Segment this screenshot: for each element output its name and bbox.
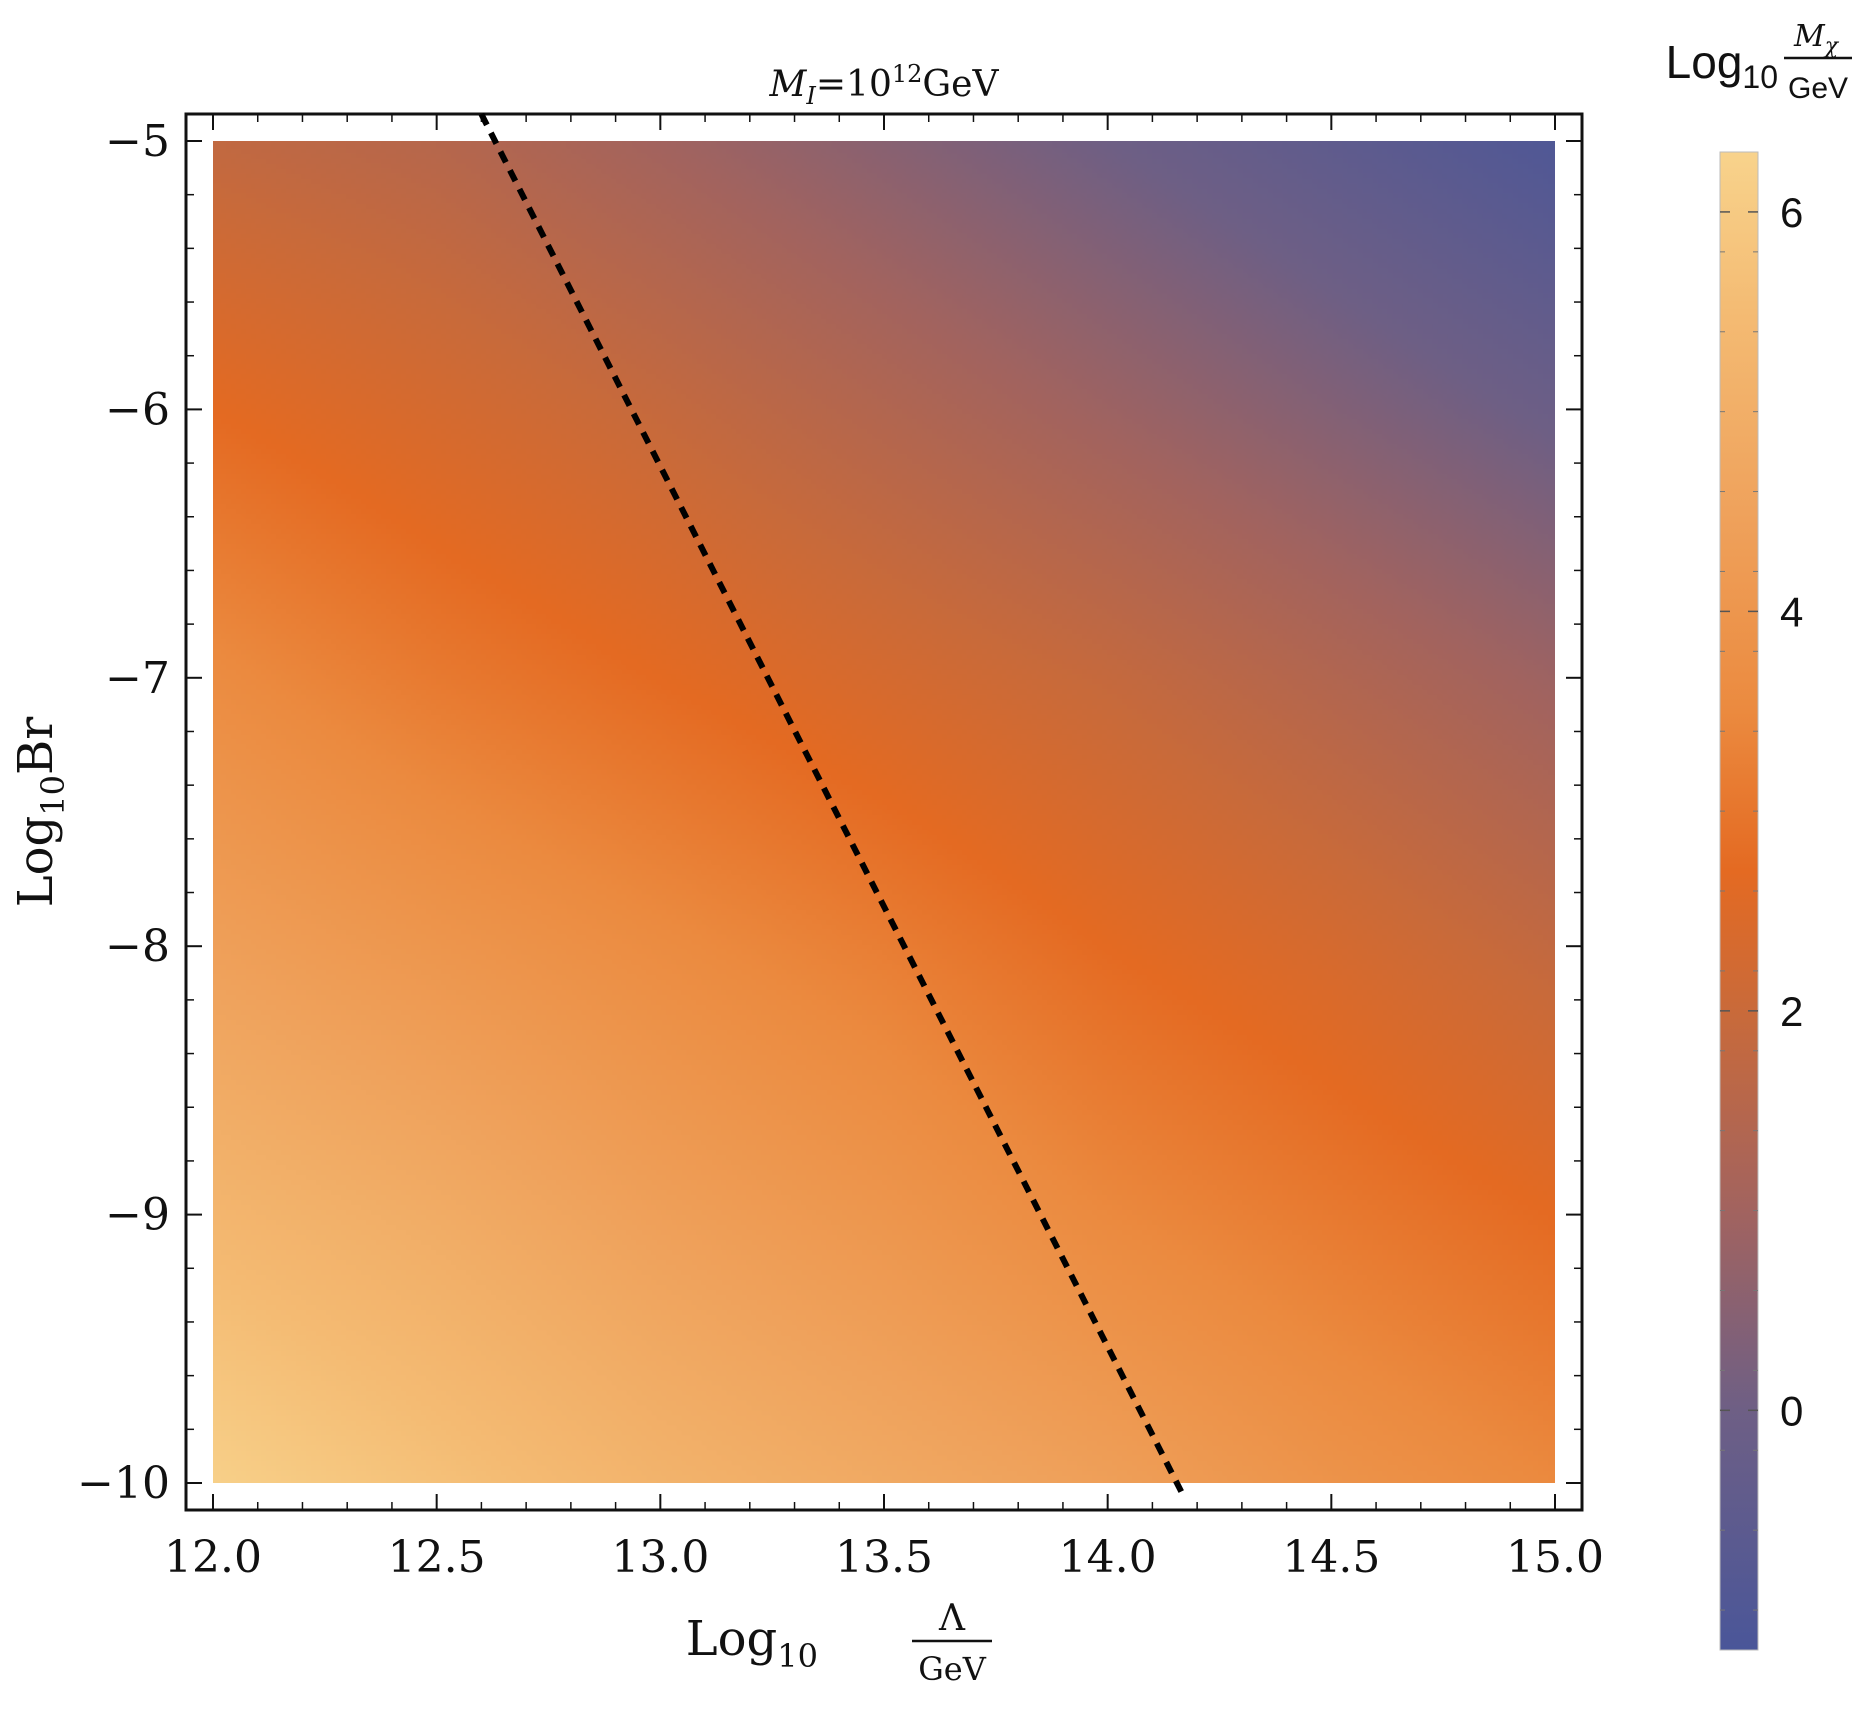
x-axis-label-prefix: Log10 <box>686 1611 818 1675</box>
colorbar-label-prefix: Log10 <box>1666 36 1778 95</box>
colorbar-tick-label: 4 <box>1780 588 1803 635</box>
x-axis-label-denominator: GeV <box>918 1650 987 1688</box>
y-tick-label: −5 <box>105 116 170 167</box>
y-axis-label: Log10Br <box>8 717 72 907</box>
colorbar-label: Log10 Mχ GeV <box>1666 19 1852 105</box>
chart-title: MI=1012GeV <box>769 60 1000 110</box>
colorbar-label-numerator: Mχ <box>1793 19 1840 59</box>
axes-ticks: 12.0 12.5 13.0 13.5 14.0 14.5 15.0 −5 −6 −7 −8 −9 −1… <box>77 114 1604 1583</box>
colorbar-tick-label: 2 <box>1780 988 1803 1035</box>
title-eq: =10 <box>816 64 892 105</box>
y-tick-label: −8 <box>105 921 170 972</box>
title-sup: 12 <box>892 60 923 88</box>
x-axis-label: Log10 Λ GeV <box>686 1598 992 1688</box>
x-tick-label: 15.0 <box>1506 1532 1604 1583</box>
dashed-boundary-line <box>478 112 1187 1498</box>
colorbar-tick-label: 0 <box>1780 1387 1803 1434</box>
x-tick-label: 12.0 <box>164 1532 262 1583</box>
heatmap-field <box>213 141 1555 1483</box>
y-tick-label: −10 <box>77 1458 170 1509</box>
colorbar-ticks: 6 4 2 0 <box>1720 189 1803 1611</box>
title-main: M <box>769 64 808 105</box>
x-tick-label: 14.0 <box>1059 1532 1157 1583</box>
x-tick-label: 13.5 <box>835 1532 933 1583</box>
colorbar-tick-label: 6 <box>1780 189 1803 236</box>
x-axis-label-numerator: Λ <box>938 1598 966 1639</box>
title-main-sub: I <box>805 82 816 110</box>
x-tick-label: 13.0 <box>611 1532 709 1583</box>
y-tick-label: −6 <box>105 384 170 435</box>
colorbar <box>1719 151 1759 1651</box>
y-tick-label: −7 <box>105 653 170 704</box>
title-unit: GeV <box>922 64 999 105</box>
x-tick-label: 14.5 <box>1282 1532 1380 1583</box>
x-tick-label: 12.5 <box>388 1532 486 1583</box>
colorbar-label-denominator: GeV <box>1788 72 1848 105</box>
y-tick-label: −9 <box>105 1190 170 1241</box>
